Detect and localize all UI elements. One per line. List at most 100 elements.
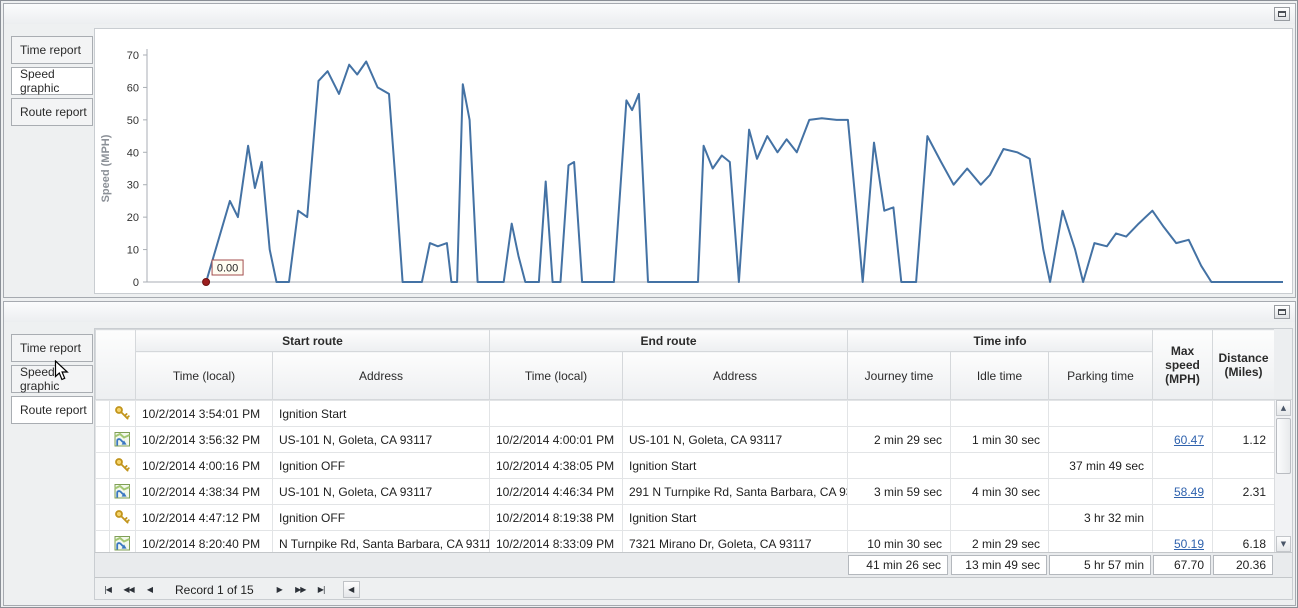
- scroll-down-button[interactable]: ▼: [1276, 536, 1291, 552]
- collapse-icon: [1278, 309, 1286, 315]
- table-row[interactable]: 10/2/2014 4:38:34 PM US-101 N, Goleta, CA…: [95, 478, 1275, 505]
- top-panel-header-strip: [4, 4, 1295, 24]
- ignition-key-icon: [109, 400, 136, 427]
- cell-parking: 3 hr 32 min: [1048, 504, 1153, 531]
- svg-text:30: 30: [127, 180, 139, 192]
- svg-text:50: 50: [127, 115, 139, 127]
- cell-start-time: 10/2/2014 4:00:16 PM: [135, 452, 273, 479]
- collapse-panel-button[interactable]: [1274, 7, 1290, 21]
- header-corner: [95, 329, 136, 400]
- cell-distance: 6.18: [1212, 530, 1275, 552]
- col-parking-time[interactable]: Parking time: [1047, 351, 1154, 400]
- speed-graphic-panel: Time report Speed graphic Route report 0…: [3, 3, 1296, 298]
- table-row[interactable]: 10/2/2014 3:56:32 PM US-101 N, Goleta, CA…: [95, 426, 1275, 453]
- cell-idle: [950, 452, 1049, 479]
- mouse-cursor: [54, 360, 69, 381]
- record-navigator: |◀ ◀◀ ◀ Record 1 of 15 ▶ ▶▶ ▶| ◀: [95, 577, 1292, 599]
- cell-max-speed: 50.19: [1152, 530, 1213, 552]
- cell-max-speed: [1152, 452, 1213, 479]
- cell-distance: [1212, 452, 1275, 479]
- scrollbar-thumb[interactable]: [1276, 418, 1291, 474]
- cell-start-time: 10/2/2014 3:56:32 PM: [135, 426, 273, 453]
- col-idle-time[interactable]: Idle time: [950, 351, 1049, 400]
- next-record-button[interactable]: ▶: [270, 581, 289, 598]
- cell-end-address: 7321 Mirano Dr, Goleta, CA 93117: [622, 530, 848, 552]
- col-start-time[interactable]: Time (local): [135, 351, 273, 400]
- cell-idle: [950, 400, 1049, 427]
- tab-route-report[interactable]: Route report: [11, 98, 93, 126]
- vertical-scrollbar[interactable]: ▲ ▼: [1274, 400, 1292, 552]
- cell-idle: [950, 504, 1049, 531]
- tab-time-report[interactable]: Time report: [11, 36, 93, 64]
- cell-journey: 10 min 30 sec: [847, 530, 951, 552]
- col-end-address[interactable]: Address: [622, 351, 848, 400]
- cell-journey: [847, 452, 951, 479]
- summary-max-speed: 67.70: [1153, 555, 1211, 575]
- scroll-up-button[interactable]: ▲: [1276, 400, 1291, 416]
- cell-parking: 37 min 49 sec: [1048, 452, 1153, 479]
- tab-label: Speed graphic: [20, 365, 60, 393]
- table-rows-viewport: 10/2/2014 3:54:01 PM Ignition Start 10/2/…: [95, 400, 1292, 552]
- cell-start-address: Ignition OFF: [272, 452, 490, 479]
- tab-time-report[interactable]: Time report: [11, 334, 93, 362]
- max-speed-link[interactable]: 60.47: [1173, 432, 1204, 447]
- cell-end-time: 10/2/2014 8:33:09 PM: [489, 530, 623, 552]
- cell-end-address: Ignition Start: [622, 452, 848, 479]
- hscroll-left-button[interactable]: ◀: [342, 581, 360, 598]
- cell-start-address: Ignition OFF: [272, 504, 490, 531]
- group-start-route[interactable]: Start route: [135, 329, 490, 352]
- summary-row: 41 min 26 sec 13 min 49 sec 5 hr 57 min …: [95, 552, 1292, 577]
- cell-max-speed: [1152, 400, 1213, 427]
- tab-label: Speed graphic: [20, 67, 60, 95]
- group-time-info[interactable]: Time info: [846, 329, 1154, 352]
- col-end-time[interactable]: Time (local): [489, 351, 623, 400]
- tab-route-report[interactable]: Route report: [11, 396, 93, 424]
- last-record-button[interactable]: ▶|: [312, 581, 331, 598]
- cell-start-time: 10/2/2014 4:47:12 PM: [135, 504, 273, 531]
- col-max-speed[interactable]: Max speed (MPH): [1152, 329, 1214, 400]
- cell-parking: [1048, 426, 1153, 453]
- first-record-button[interactable]: |◀: [98, 581, 117, 598]
- prev-page-button[interactable]: ◀◀: [119, 581, 138, 598]
- row-indicator: [95, 426, 110, 453]
- cell-end-address: Ignition Start: [622, 504, 848, 531]
- table-row[interactable]: 10/2/2014 3:54:01 PM Ignition Start: [95, 400, 1275, 427]
- cell-end-address: 291 N Turnpike Rd, Santa Barbara, CA 931…: [622, 478, 848, 505]
- svg-text:10: 10: [127, 245, 139, 257]
- cell-end-time: 10/2/2014 4:00:01 PM: [489, 426, 623, 453]
- svg-text:70: 70: [127, 50, 139, 62]
- tab-speed-graphic[interactable]: Speed graphic: [11, 365, 93, 393]
- cell-idle: 1 min 30 sec: [950, 426, 1049, 453]
- cell-distance: [1212, 400, 1275, 427]
- table-row[interactable]: 10/2/2014 8:20:40 PM N Turnpike Rd, Santa…: [95, 530, 1275, 552]
- table-row[interactable]: 10/2/2014 4:47:12 PM Ignition OFF 10/2/201…: [95, 504, 1275, 531]
- col-start-address[interactable]: Address: [272, 351, 490, 400]
- cell-max-speed: 60.47: [1152, 426, 1213, 453]
- tab-speed-graphic[interactable]: Speed graphic: [11, 67, 93, 95]
- cell-start-address: Ignition Start: [272, 400, 490, 427]
- cell-max-speed: 58.49: [1152, 478, 1213, 505]
- collapse-panel-button[interactable]: [1274, 305, 1290, 319]
- row-indicator: [95, 478, 110, 505]
- col-distance[interactable]: Distance (Miles): [1212, 329, 1276, 400]
- cell-parking: [1048, 530, 1153, 552]
- cell-max-speed: [1152, 504, 1213, 531]
- cell-journey: 2 min 29 sec: [847, 426, 951, 453]
- max-speed-link[interactable]: 50.19: [1173, 536, 1204, 551]
- col-journey-time[interactable]: Journey time: [847, 351, 951, 400]
- tab-label: Time report: [20, 43, 81, 57]
- route-table: Start route End route Time info Max spee…: [94, 328, 1293, 600]
- collapse-icon: [1278, 11, 1286, 17]
- route-report-panel: Time report Speed graphic Route report: [3, 301, 1296, 606]
- cell-start-time: 10/2/2014 8:20:40 PM: [135, 530, 273, 552]
- tab-label: Route report: [20, 105, 87, 119]
- cell-end-address: [622, 400, 848, 427]
- header-filler: [1274, 329, 1292, 400]
- prev-record-button[interactable]: ◀: [140, 581, 159, 598]
- group-end-route[interactable]: End route: [489, 329, 848, 352]
- route-icon: [109, 426, 136, 453]
- max-speed-link[interactable]: 58.49: [1173, 484, 1204, 499]
- row-indicator: [95, 400, 110, 427]
- next-page-button[interactable]: ▶▶: [291, 581, 310, 598]
- table-row[interactable]: 10/2/2014 4:00:16 PM Ignition OFF 10/2/201…: [95, 452, 1275, 479]
